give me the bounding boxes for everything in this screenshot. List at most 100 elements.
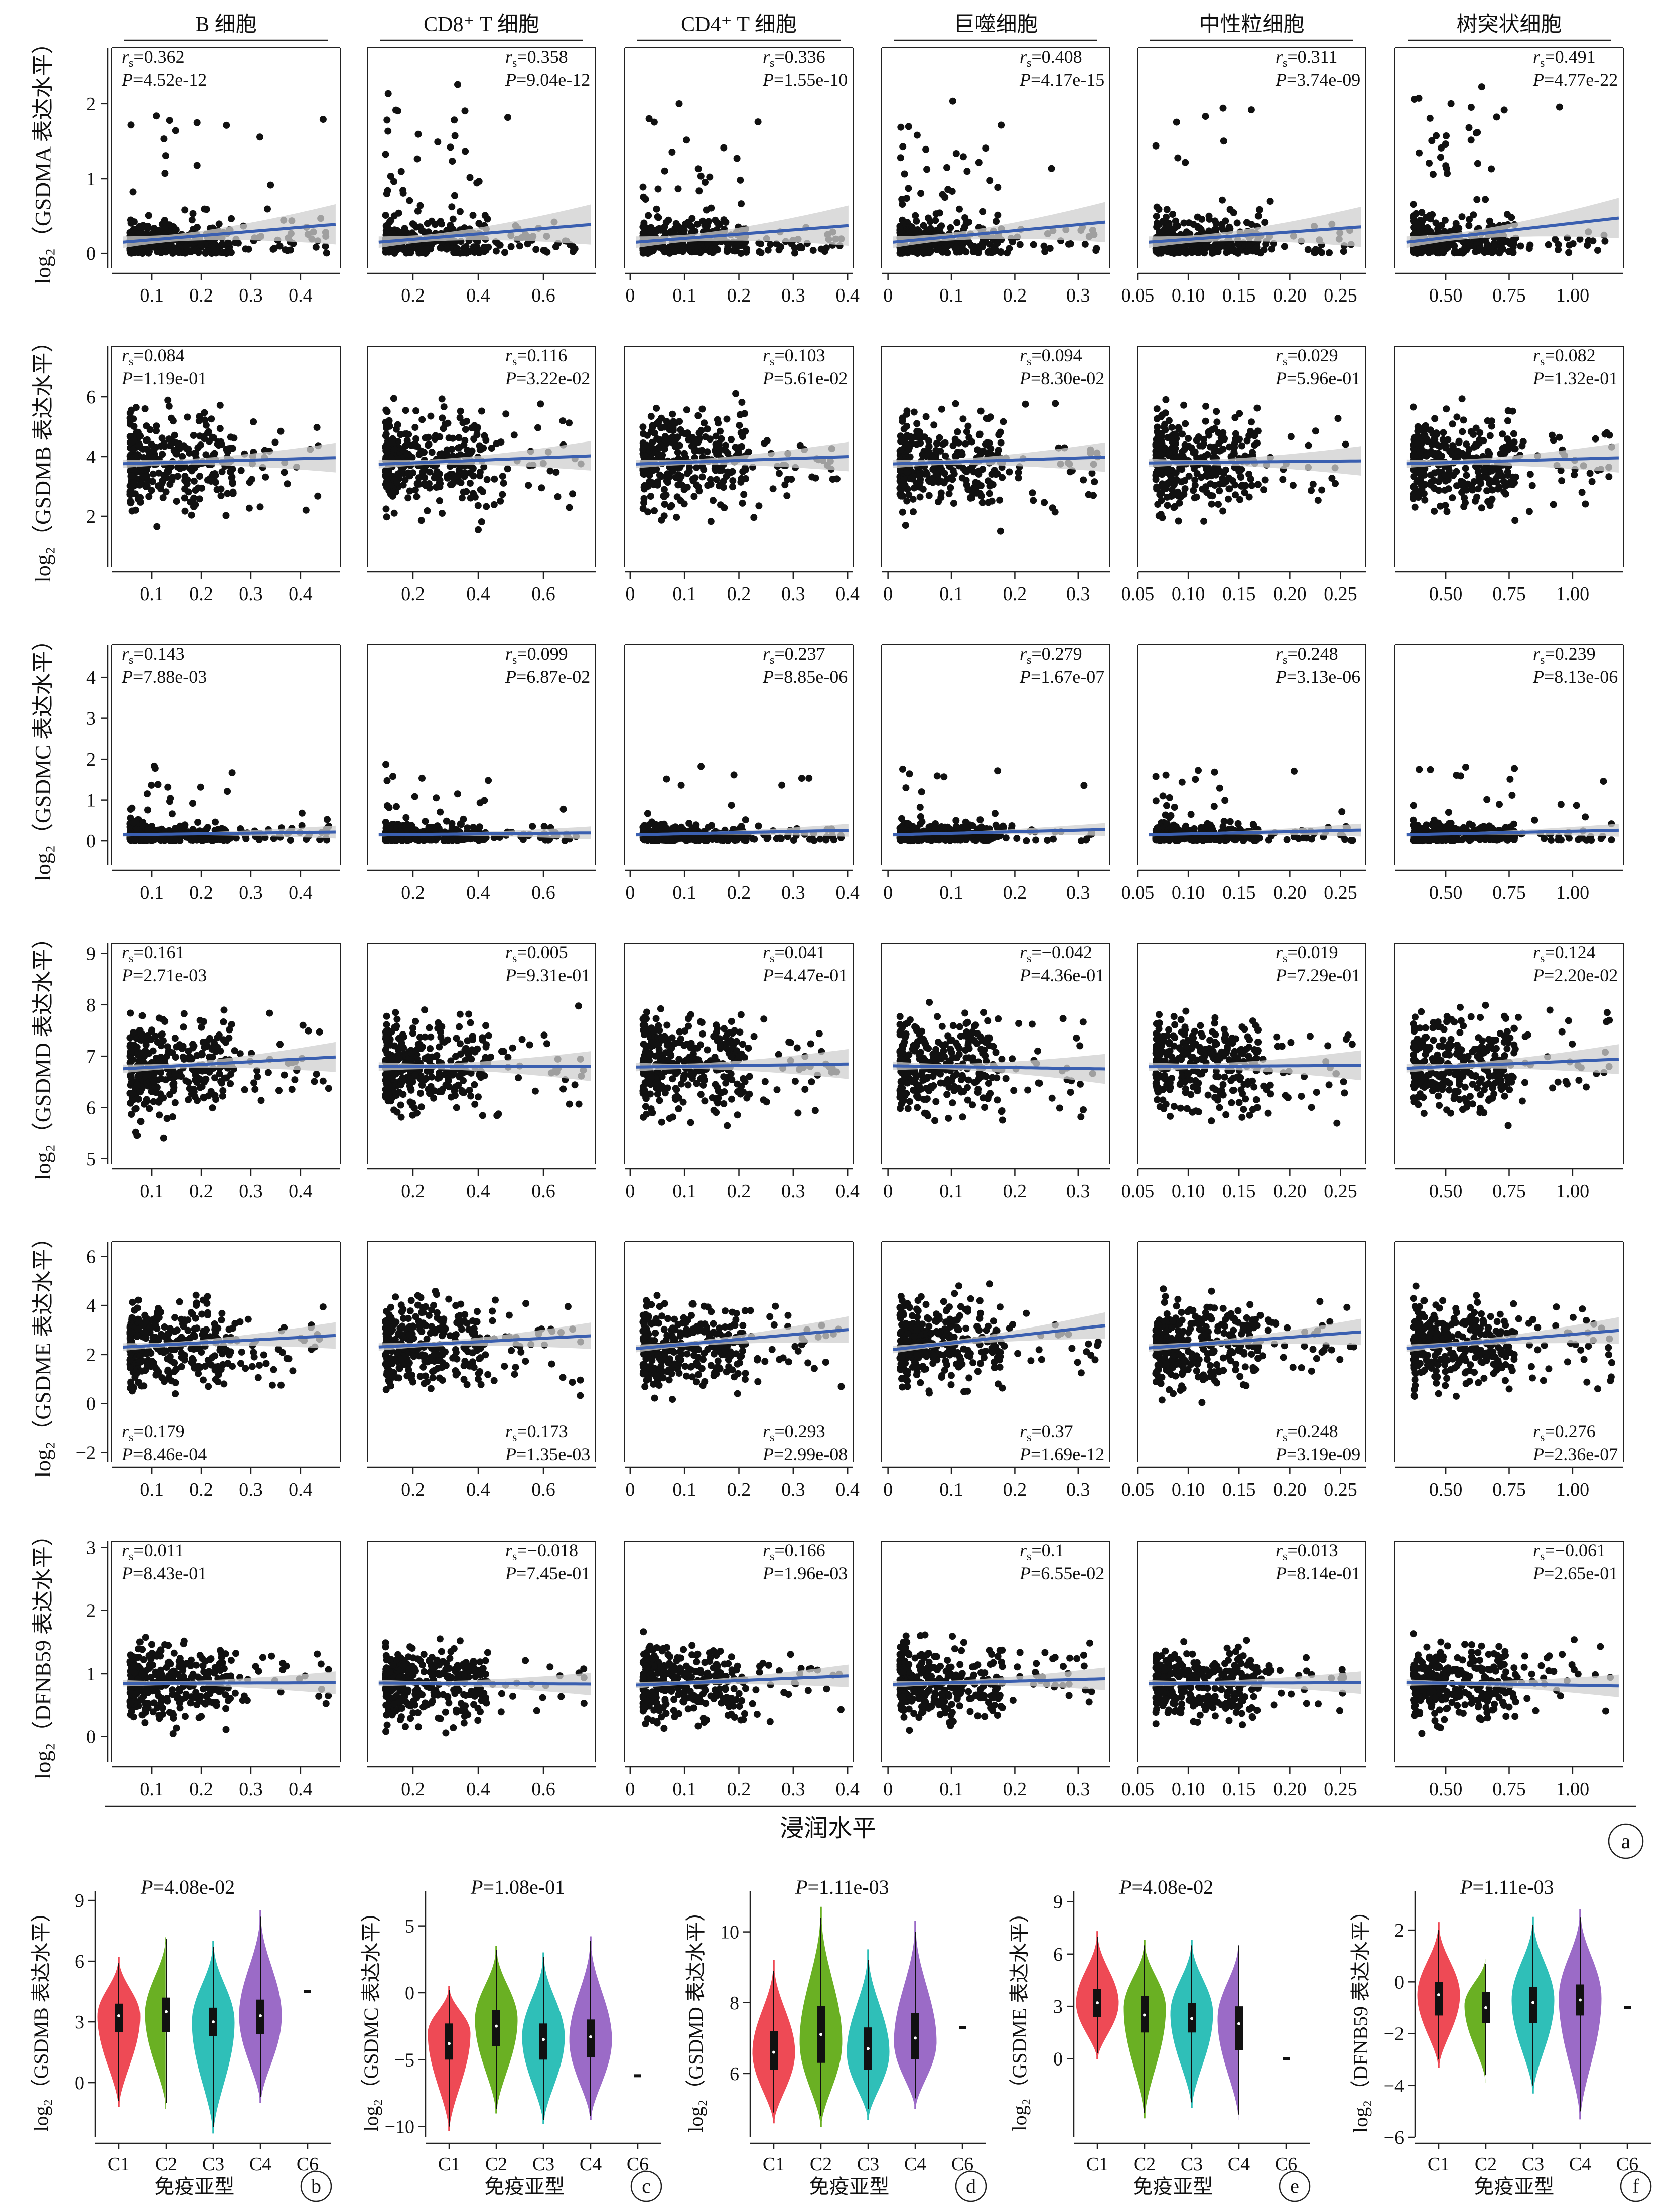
scatter-point bbox=[476, 468, 484, 476]
scatter-point bbox=[529, 823, 536, 830]
scatter-point bbox=[153, 523, 161, 530]
scatter-point bbox=[707, 518, 715, 525]
scatter-point bbox=[383, 483, 390, 491]
spearman-r-label: rs=0.143 bbox=[122, 644, 185, 667]
scatter-point bbox=[1416, 149, 1423, 157]
scatter-point bbox=[166, 481, 174, 488]
scatter-point bbox=[1410, 403, 1417, 411]
scatter-point bbox=[950, 470, 958, 478]
scatter-point bbox=[248, 476, 255, 483]
scatter-point bbox=[750, 514, 758, 521]
scatter-point bbox=[763, 437, 771, 445]
scatter-point bbox=[694, 412, 702, 419]
scatter-point bbox=[262, 473, 269, 481]
scatter-point bbox=[1261, 476, 1269, 484]
p-value-label: P=5.61e-02 bbox=[762, 368, 848, 388]
scatter-point bbox=[1152, 142, 1160, 150]
scatter-point bbox=[223, 121, 230, 129]
scatter-point bbox=[690, 493, 698, 500]
scatter-point bbox=[1526, 471, 1534, 478]
scatter-point bbox=[128, 472, 136, 480]
scatter-point bbox=[267, 181, 274, 189]
scatter-point bbox=[157, 443, 165, 450]
scatter-point bbox=[1287, 433, 1295, 440]
scatter-point bbox=[691, 439, 699, 447]
scatter-point bbox=[1202, 417, 1209, 425]
scatter-point bbox=[923, 166, 931, 173]
scatter-point bbox=[1232, 435, 1239, 443]
scatter-point bbox=[538, 484, 545, 492]
scatter-point bbox=[1219, 507, 1227, 515]
scatter-point bbox=[1211, 217, 1219, 225]
scatter-point bbox=[1340, 248, 1347, 255]
scatter-point bbox=[1162, 485, 1169, 493]
scatter-point bbox=[693, 464, 701, 471]
scatter-point bbox=[559, 805, 567, 813]
scatter-point bbox=[897, 154, 904, 162]
scatter-point bbox=[945, 490, 953, 498]
scatter-point bbox=[661, 501, 668, 508]
scatter-point bbox=[1202, 113, 1209, 120]
scatter-point bbox=[995, 430, 1003, 438]
scatter-point bbox=[290, 240, 297, 247]
scatter-point bbox=[383, 116, 391, 124]
scatter-point bbox=[670, 418, 677, 425]
scatter-point bbox=[938, 466, 945, 473]
scatter-point bbox=[998, 121, 1005, 129]
spearman-r-label: rs=0.099 bbox=[505, 644, 568, 667]
scatter-point bbox=[1248, 482, 1255, 489]
scatter-point bbox=[1215, 439, 1223, 447]
x-tick-label: 0.20 bbox=[1273, 583, 1307, 605]
scatter-point bbox=[422, 818, 429, 825]
scatter-point bbox=[704, 240, 712, 247]
scatter-point bbox=[179, 453, 186, 460]
scatter-point bbox=[1486, 432, 1494, 439]
scatter-point bbox=[461, 107, 469, 115]
scatter-point bbox=[141, 405, 149, 412]
fit-curve bbox=[378, 831, 591, 836]
scatter-point bbox=[1231, 414, 1239, 421]
scatter-point bbox=[324, 816, 331, 823]
scatter-point bbox=[193, 119, 201, 126]
scatter-point bbox=[1588, 478, 1596, 485]
scatter-point bbox=[683, 470, 691, 477]
scatter-point bbox=[1203, 473, 1211, 480]
scatter-point bbox=[1309, 480, 1317, 488]
scatter-point bbox=[729, 483, 736, 491]
scatter-point bbox=[172, 127, 179, 134]
r-symbol: r bbox=[1020, 47, 1027, 67]
scatter-point bbox=[412, 407, 420, 414]
scatter-point bbox=[1482, 196, 1489, 203]
scatter-point bbox=[946, 241, 953, 249]
scatter-point bbox=[454, 81, 461, 88]
x-tick-label: 0 bbox=[883, 583, 893, 605]
scatter-point bbox=[951, 453, 959, 460]
x-tick-label: 0.1 bbox=[939, 285, 963, 306]
scatter-point bbox=[929, 454, 936, 461]
scatter-point bbox=[128, 249, 135, 257]
scatter-point bbox=[160, 135, 168, 143]
scatter-point bbox=[1200, 517, 1208, 525]
x-tick-label: 0.3 bbox=[1066, 583, 1090, 605]
scatter-point bbox=[694, 220, 701, 228]
x-tick-label: 0.3 bbox=[781, 583, 805, 605]
scatter-point bbox=[491, 475, 498, 483]
scatter-point bbox=[1517, 242, 1524, 250]
r-subscript: s bbox=[1283, 57, 1287, 70]
scatter-point bbox=[1222, 466, 1229, 474]
scatter-point bbox=[1476, 429, 1484, 436]
scatter-point bbox=[646, 472, 653, 479]
scatter-point bbox=[1500, 488, 1508, 496]
scatter-point bbox=[456, 444, 463, 451]
scatter-point bbox=[950, 500, 957, 507]
scatter-point bbox=[1220, 137, 1227, 145]
scatter-point bbox=[986, 479, 994, 487]
scatter-point bbox=[455, 434, 463, 441]
